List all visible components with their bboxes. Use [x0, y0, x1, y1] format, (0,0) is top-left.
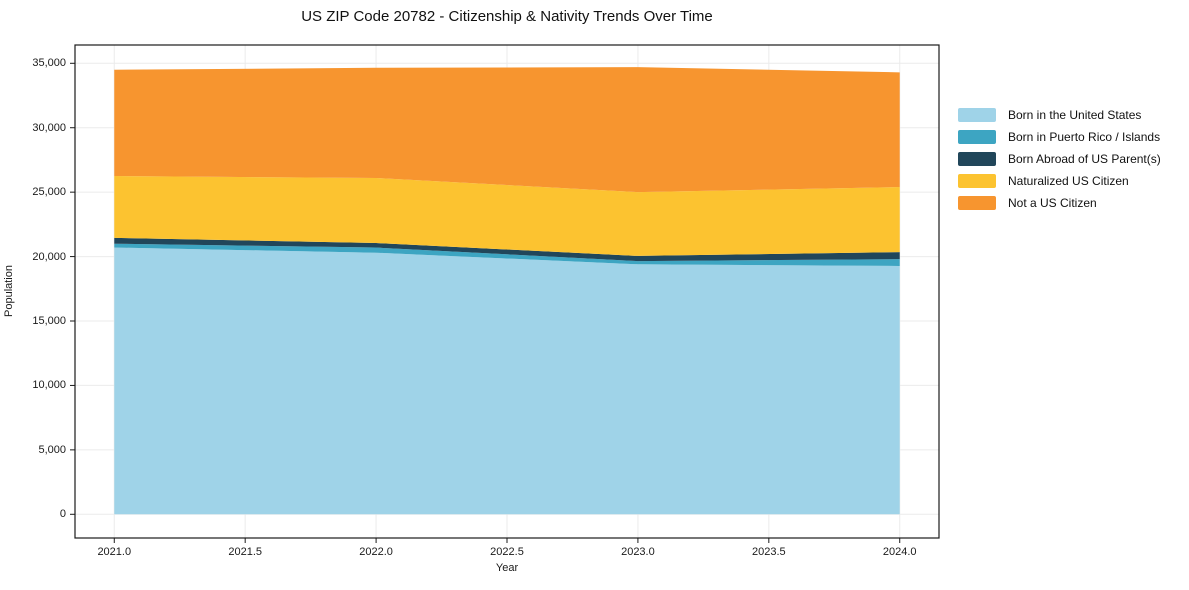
legend-item: Not a US Citizen [958, 196, 1161, 210]
area-series-1 [114, 243, 900, 266]
legend-label: Born Abroad of US Parent(s) [1008, 152, 1161, 166]
y-tick-label: 10,000 [32, 379, 66, 392]
legend-item: Born in Puerto Rico / Islands [958, 130, 1161, 144]
y-tick-label: 15,000 [32, 315, 66, 327]
y-tick-label: 25,000 [32, 186, 66, 199]
x-tick-label: 2023.5 [751, 546, 786, 558]
area-series-2 [114, 237, 900, 262]
legend-label: Not a US Citizen [1008, 196, 1097, 210]
legend-label: Naturalized US Citizen [1008, 174, 1129, 188]
x-axis-label: Year [495, 562, 519, 574]
x-tick-label: 2022.5 [490, 546, 524, 558]
y-tick-label: 20,000 [32, 250, 66, 263]
legend-item: Born in the United States [958, 108, 1161, 122]
x-tick-label: 2021.0 [97, 546, 132, 558]
legend-swatch [958, 130, 996, 144]
legend-swatch [958, 174, 996, 188]
x-tick-label: 2023.0 [621, 546, 655, 558]
y-tick-label: 35,000 [32, 57, 66, 70]
legend-swatch [958, 152, 996, 166]
legend-swatch [958, 196, 996, 210]
y-tick-label: 30,000 [32, 121, 66, 134]
y-tick-label: 0 [59, 508, 66, 521]
area-series-4 [114, 67, 900, 193]
legend: Born in the United States Born in Puerto … [958, 108, 1161, 218]
legend-item: Naturalized US Citizen [958, 174, 1161, 188]
legend-item: Born Abroad of US Parent(s) [958, 152, 1161, 166]
y-tick-label: 5,000 [38, 443, 66, 456]
area-series-0 [114, 247, 900, 515]
legend-label: Born in the United States [1008, 108, 1142, 122]
chart-title: US ZIP Code 20782 - Citizenship & Nativi… [301, 8, 713, 25]
x-tick-label: 2022.0 [359, 546, 393, 558]
legend-swatch [958, 108, 996, 122]
legend-label: Born in Puerto Rico / Islands [1008, 130, 1161, 144]
x-tick-label: 2021.5 [228, 546, 262, 558]
area-series-3 [114, 176, 900, 256]
x-tick-label: 2024.0 [882, 546, 917, 558]
